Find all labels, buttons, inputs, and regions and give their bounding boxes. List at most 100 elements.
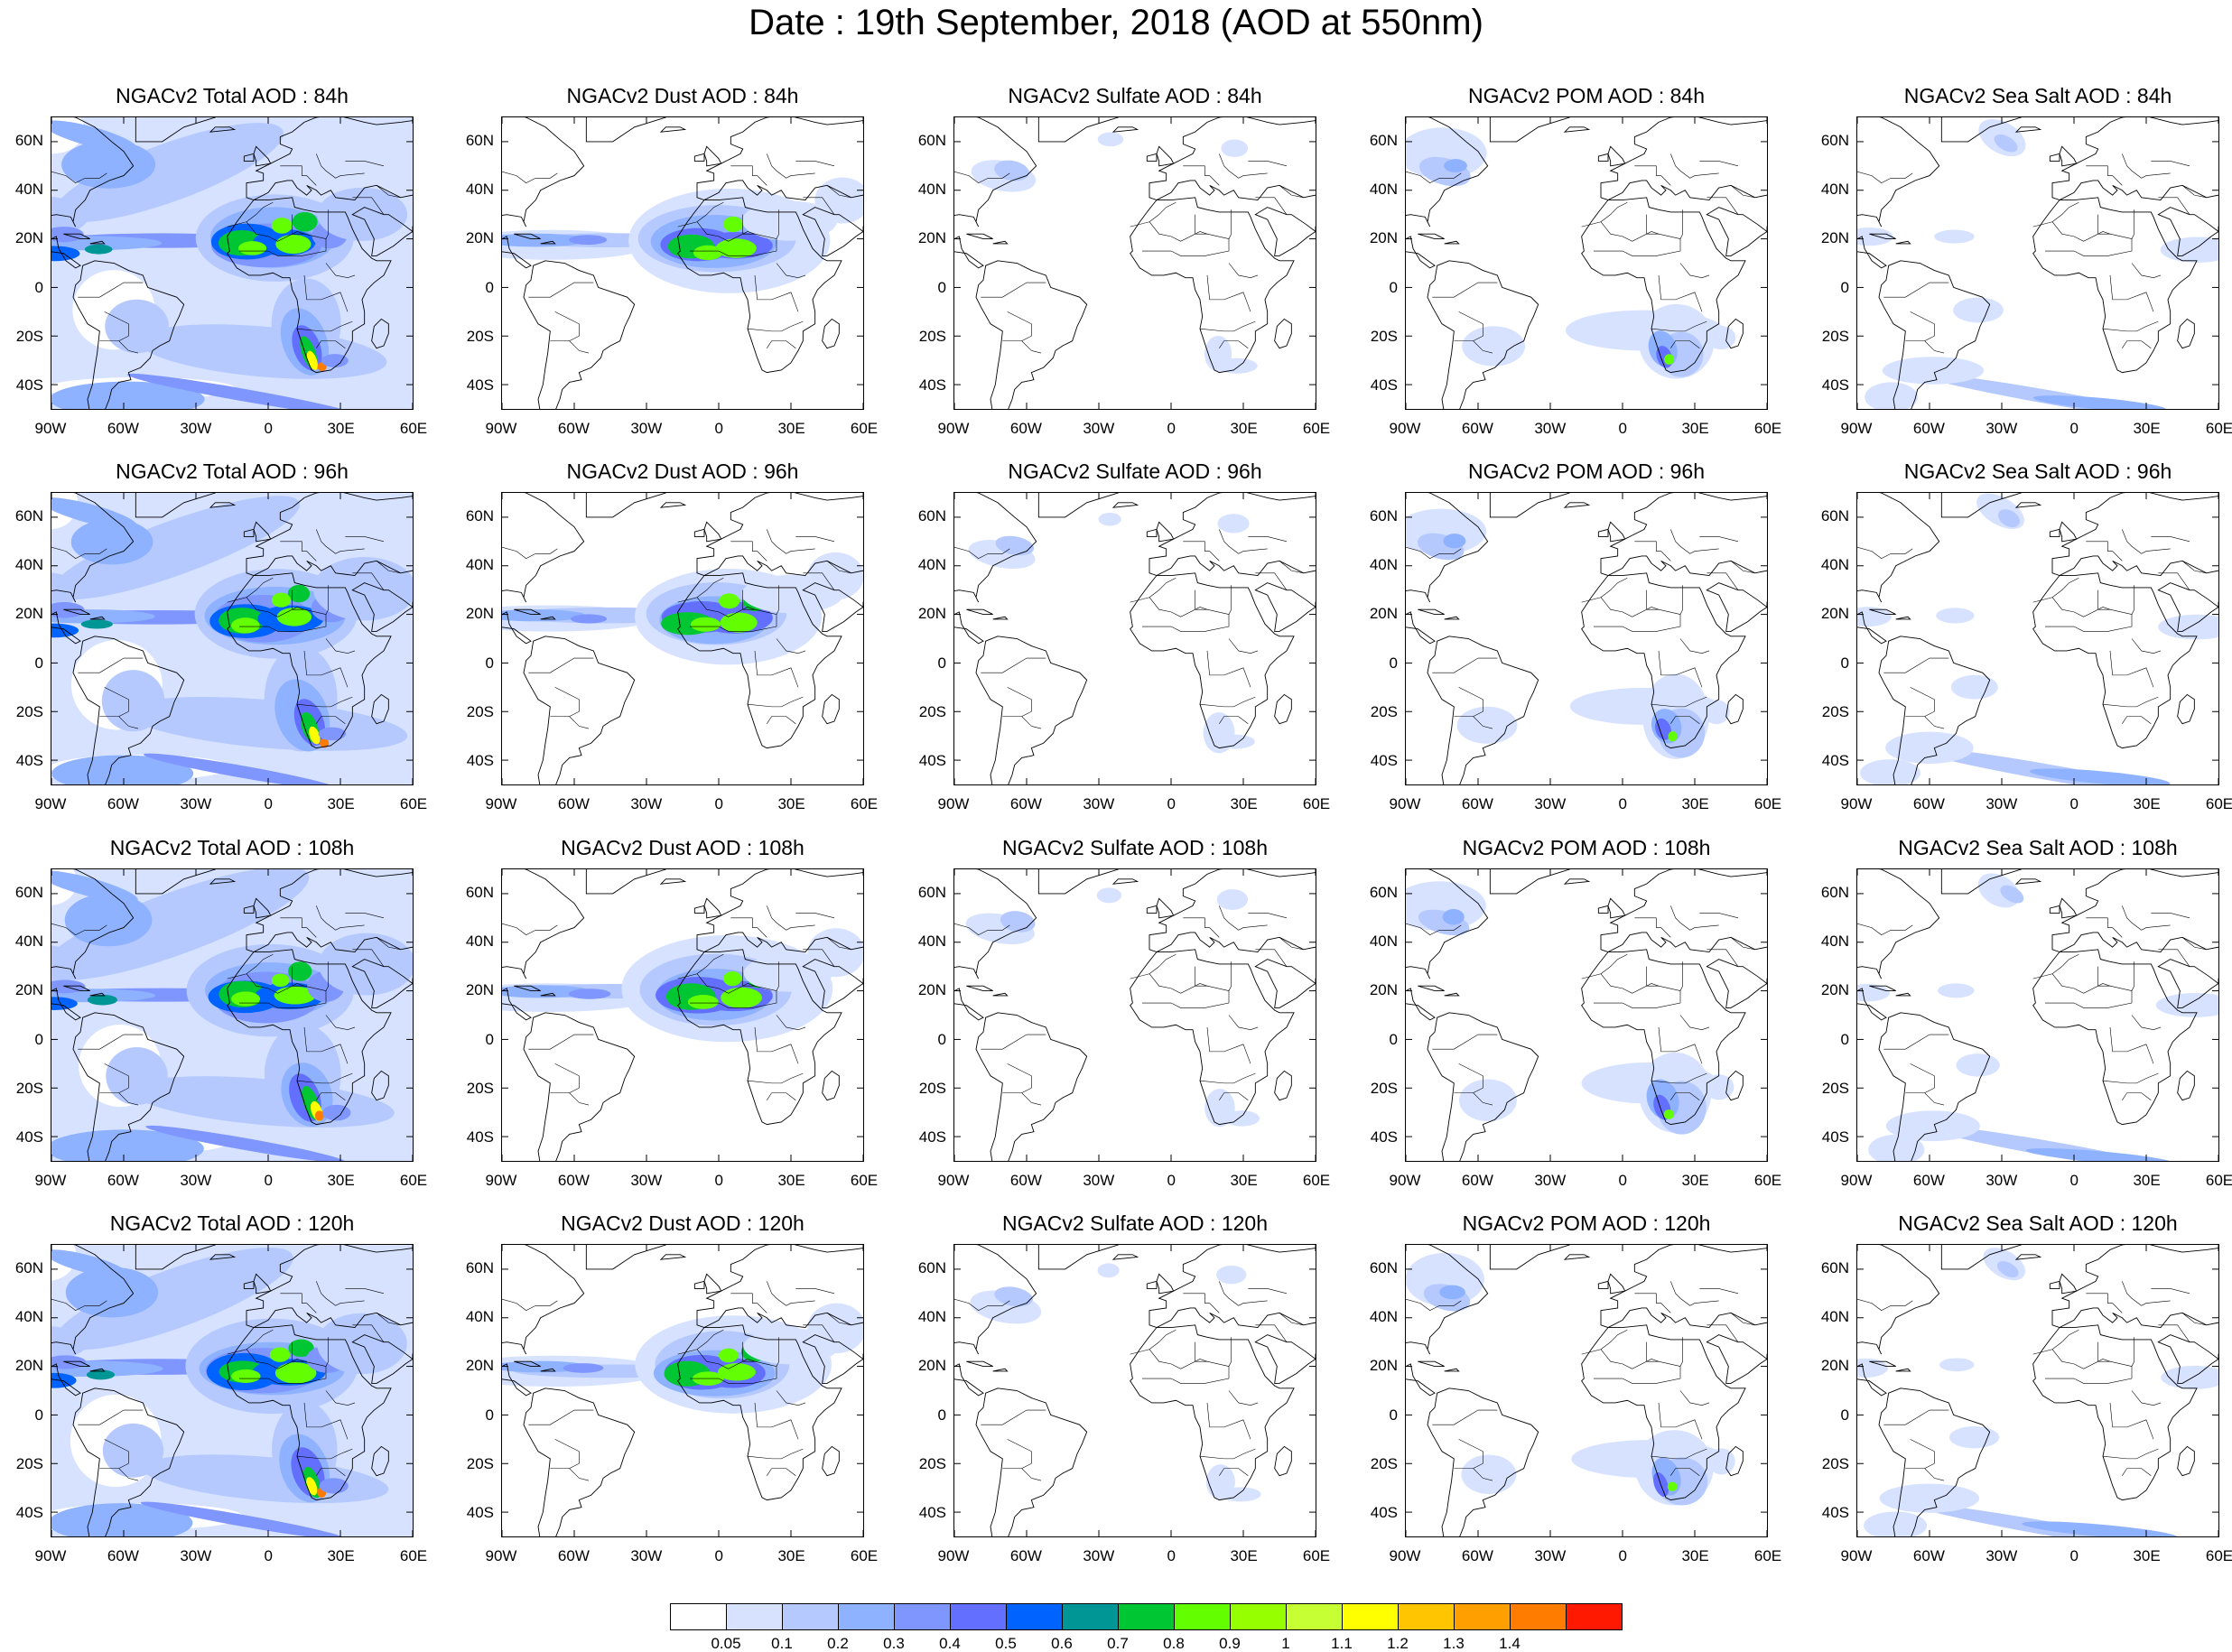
lat-label: 40S: [15, 1128, 43, 1146]
country-border: [1007, 311, 1032, 341]
lon-label: 60E: [1302, 795, 1331, 812]
country-border: [376, 937, 401, 951]
lon-label: 60W: [107, 795, 139, 812]
country-border: [1730, 1313, 1755, 1326]
country-border: [767, 1281, 815, 1306]
coastline: [1706, 582, 1767, 632]
coastline: [703, 145, 722, 167]
coastline: [1444, 992, 1460, 997]
country-border: [227, 577, 274, 603]
coastline: [802, 582, 863, 632]
country-border: [502, 546, 558, 560]
country-border: [2032, 953, 2079, 979]
aod-contour: [306, 350, 318, 370]
colorbar-label: 0.9: [1219, 1635, 1241, 1652]
coastline: [2177, 318, 2195, 349]
lat-label: 60N: [917, 1259, 946, 1277]
lat-label: 0: [1389, 1030, 1398, 1048]
lat-label: 40N: [1369, 181, 1398, 199]
lon-label: 30W: [180, 1172, 212, 1189]
coastline: [1111, 1254, 1139, 1260]
lon-label: 30W: [630, 795, 663, 812]
country-border: [1458, 1063, 1483, 1093]
aod-contour: [2022, 1521, 2179, 1536]
country-border: [1432, 282, 1498, 298]
lat-label: 60N: [14, 132, 43, 150]
aod-contour: [101, 670, 165, 732]
aod-contour: [1663, 1109, 1675, 1119]
country-border: [1458, 1439, 1483, 1469]
aod-contour: [51, 497, 138, 530]
country-border: [1195, 214, 1230, 239]
coastline: [693, 1280, 705, 1289]
country-border: [2109, 1026, 2154, 1064]
lon-label: 90W: [34, 420, 67, 437]
lat-label: 0: [1389, 1406, 1398, 1424]
colorbar-label: 1.1: [1331, 1635, 1353, 1652]
country-border: [776, 1390, 806, 1406]
country-border: [1707, 197, 1739, 215]
lat-label: 60N: [1369, 507, 1398, 525]
coastline: [89, 1368, 106, 1372]
lon-label: 90W: [34, 1547, 67, 1564]
country-border: [227, 953, 274, 979]
aod-contour: [1857, 984, 1890, 1002]
lon-label: 30W: [180, 1547, 212, 1564]
aod-contour: [51, 236, 163, 251]
lon-label: 60W: [1461, 420, 1493, 437]
lat-label: 40S: [1370, 751, 1398, 769]
country-border: [345, 536, 385, 543]
country-border: [803, 572, 835, 590]
panel-title: NGACv2 POM AOD : 120h: [1462, 1211, 1711, 1235]
lat-label: 40S: [1370, 376, 1398, 394]
country-border: [1406, 546, 1462, 560]
coastline: [659, 502, 687, 508]
lon-label: 30W: [630, 420, 663, 437]
coastline: [822, 1070, 840, 1101]
lat-label: 40S: [466, 1128, 494, 1146]
aod-contour: [2025, 1148, 2174, 1161]
lon-label: 60E: [1753, 1172, 1782, 1189]
lat-label: 20S: [918, 327, 946, 345]
aod-contour: [715, 238, 757, 258]
coastline: [523, 1012, 636, 1161]
coastline: [2049, 1280, 2060, 1289]
country-border: [316, 716, 346, 724]
country-border: [1219, 1281, 1268, 1306]
lon-label: 30W: [1534, 795, 1567, 812]
colorbar-swatch: [1566, 1603, 1623, 1630]
country-border: [776, 263, 806, 278]
country-border: [78, 1034, 144, 1050]
aod-contour: [51, 1372, 77, 1388]
map-panel-dust: [501, 116, 864, 410]
aod-contour: [741, 200, 838, 241]
coastline: [523, 636, 636, 784]
country-border: [1679, 638, 1710, 654]
lat-label: 0: [485, 1030, 494, 1048]
aod-contour: [690, 617, 721, 632]
coastline: [1149, 1245, 1316, 1329]
aod-map: [1406, 117, 1767, 409]
lat-label: 0: [1840, 654, 1849, 672]
country-border: [296, 320, 353, 332]
lon-label: 30E: [777, 420, 805, 437]
country-border: [1857, 171, 1913, 184]
country-border: [2131, 263, 2162, 278]
lat-label: 0: [1389, 654, 1398, 672]
aod-contour: [807, 552, 863, 600]
lat-label: 60N: [14, 507, 43, 525]
country-border: [1670, 1468, 1700, 1476]
country-border: [1454, 1468, 1493, 1481]
aod-contour: [322, 1104, 351, 1121]
colorbar-label: 0.3: [883, 1635, 905, 1652]
country-border: [1219, 340, 1249, 348]
coastline: [1149, 117, 1316, 201]
coastline: [1254, 1334, 1316, 1384]
lon-label: 0: [714, 1547, 723, 1564]
colorbar-swatch: [1510, 1603, 1567, 1630]
coastline: [135, 869, 216, 895]
lon-label: 60W: [1461, 1172, 1493, 1189]
panel-title: NGACv2 Dust AOD : 108h: [561, 836, 804, 859]
country-border: [99, 340, 139, 354]
panel-title: NGACv2 Dust AOD : 84h: [566, 84, 799, 107]
